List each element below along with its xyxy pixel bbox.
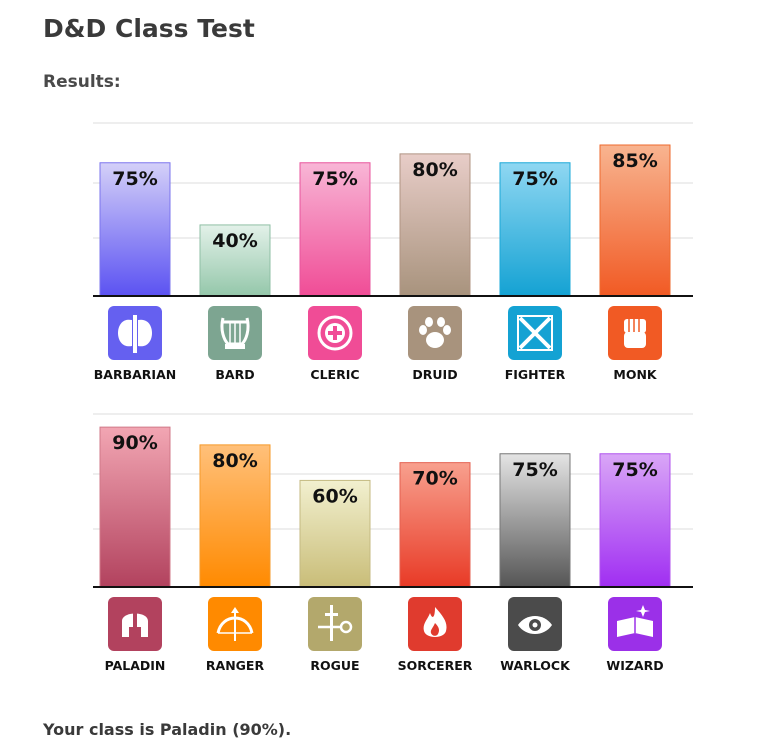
bar-value-label: 75%: [512, 459, 557, 481]
bar-value-label: 85%: [612, 150, 657, 172]
category-label: RANGER: [206, 658, 265, 673]
bar-ranger: [199, 444, 271, 588]
lyre-icon: [208, 306, 262, 360]
bar-value-label: 75%: [112, 168, 157, 190]
spellbook-icon: [608, 597, 662, 651]
flame-icon: [408, 597, 462, 651]
bar-paladin: [99, 426, 171, 588]
bar-monk: [599, 144, 671, 297]
bar-bard: [199, 224, 271, 297]
category-label: DRUID: [412, 367, 457, 382]
bow-icon: [208, 597, 262, 651]
dagger-key-icon: [308, 597, 362, 651]
paw-icon: [408, 306, 462, 360]
category-label: MONK: [613, 367, 658, 382]
category-label: BARBARIAN: [94, 367, 176, 382]
category-label: SORCERER: [398, 658, 473, 673]
fist-icon: [608, 306, 662, 360]
holy-symbol-icon: [308, 306, 362, 360]
bar-druid: [399, 153, 471, 297]
axe-icon: [108, 306, 162, 360]
crossed-swords-icon: [508, 306, 562, 360]
result-text: Your class is Paladin (90%).: [43, 720, 292, 739]
bar-value-label: 75%: [512, 168, 557, 190]
category-label: BARD: [215, 367, 254, 382]
bar-value-label: 40%: [212, 230, 257, 252]
bar-sorcerer: [399, 462, 471, 588]
category-label: WARLOCK: [500, 658, 571, 673]
class-chart-bottom: 90% PALADIN 80% RANGER 60% ROGUE 70% SORCERER 75…: [93, 413, 693, 673]
eye-icon: [508, 597, 562, 651]
bar-wizard: [599, 453, 671, 588]
bar-value-label: 60%: [312, 485, 357, 507]
bar-value-label: 75%: [312, 168, 357, 190]
category-label: PALADIN: [105, 658, 166, 673]
category-label: FIGHTER: [505, 367, 566, 382]
bar-value-label: 80%: [412, 159, 457, 181]
bar-value-label: 80%: [212, 450, 257, 472]
results-heading: Results:: [43, 72, 121, 92]
bar-value-label: 90%: [112, 432, 157, 454]
category-label: ROGUE: [310, 658, 359, 673]
page-title: D&D Class Test: [43, 14, 255, 43]
class-chart-top: 75% BARBARIAN 40% BARD 75% CLERIC 80% DRUID 75% F…: [93, 122, 693, 382]
bar-value-label: 75%: [612, 459, 657, 481]
bar-rogue: [299, 479, 371, 588]
bar-cleric: [299, 162, 371, 297]
helmet-icon: [108, 597, 162, 651]
category-label: CLERIC: [310, 367, 359, 382]
bar-barbarian: [99, 162, 171, 297]
bar-value-label: 70%: [412, 468, 457, 490]
category-label: WIZARD: [606, 658, 663, 673]
bar-fighter: [499, 162, 571, 297]
